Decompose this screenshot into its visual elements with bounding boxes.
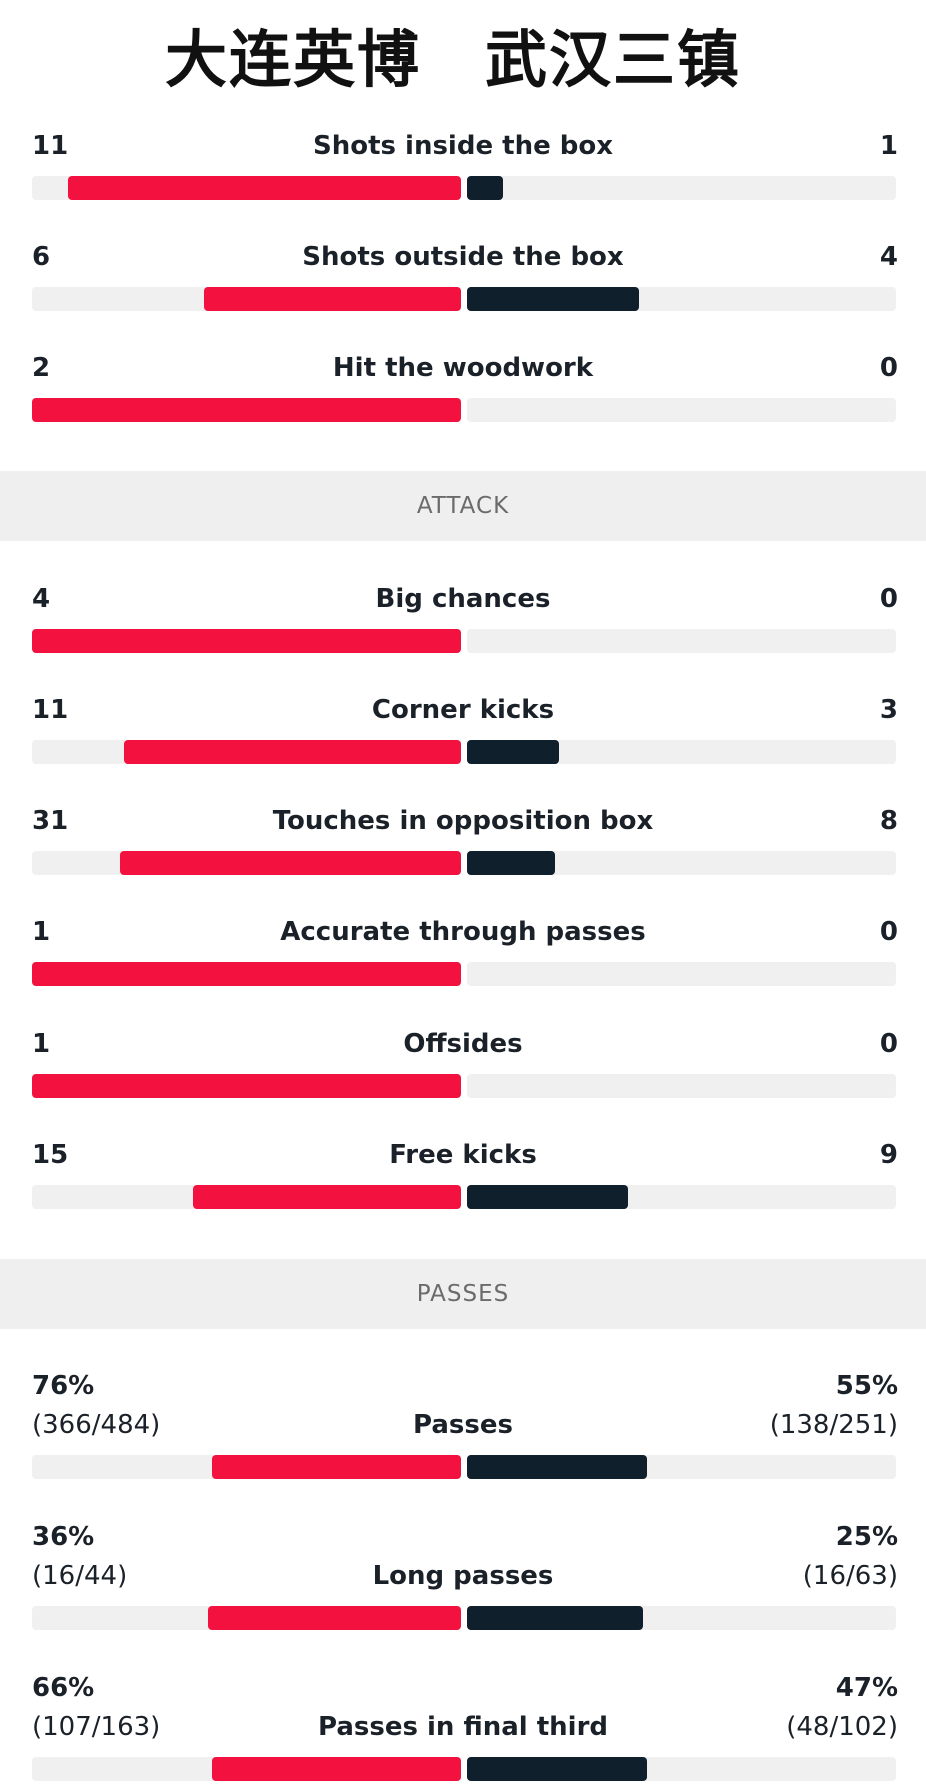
stat-label: Touches in opposition box — [272, 806, 654, 836]
home-value: 6 — [32, 242, 51, 272]
home-bar-track — [32, 629, 461, 653]
away-detail: (16/63) — [802, 1561, 898, 1591]
home-value: 1 — [32, 917, 51, 947]
home-bar-track — [32, 1185, 461, 1209]
home-bar — [32, 629, 461, 653]
home-pct: 76% — [32, 1371, 95, 1401]
home-pct: 36% — [32, 1522, 95, 1552]
home-bar-track — [32, 176, 461, 200]
away-bar-track — [467, 1606, 896, 1630]
away-value: 0 — [879, 917, 898, 947]
away-bar — [467, 176, 503, 200]
home-bar — [68, 176, 461, 200]
away-bar-track — [467, 398, 896, 422]
stat-label: Passes — [413, 1410, 513, 1440]
stat-label: Big chances — [375, 584, 551, 614]
stat-label: Free kicks — [389, 1140, 537, 1170]
home-bar-track — [32, 1757, 461, 1781]
away-bar — [467, 1606, 643, 1630]
home-value: 1 — [32, 1029, 51, 1059]
home-bar — [212, 1757, 461, 1781]
home-bar — [212, 1455, 461, 1479]
home-bar — [204, 287, 461, 311]
stat-label: Hit the woodwork — [332, 353, 594, 383]
home-detail: (107/163) — [32, 1712, 161, 1742]
away-detail: (48/102) — [786, 1712, 898, 1742]
away-value: 0 — [879, 1029, 898, 1059]
home-bar — [208, 1606, 461, 1630]
away-pct: 55% — [835, 1371, 898, 1401]
stat-label: Accurate through passes — [280, 917, 646, 947]
stat-label: Offsides — [403, 1029, 523, 1059]
away-value: 0 — [879, 353, 898, 383]
away-value: 9 — [879, 1140, 898, 1170]
away-bar-track — [467, 1455, 896, 1479]
away-pct: 47% — [835, 1673, 898, 1703]
home-value: 31 — [32, 806, 69, 836]
home-bar-track — [32, 1606, 461, 1630]
home-bar-track — [32, 287, 461, 311]
home-bar-track — [32, 398, 461, 422]
stat-label: Shots outside the box — [302, 242, 624, 272]
away-bar-track — [467, 1185, 896, 1209]
home-team-name: 大连英博 — [165, 23, 422, 96]
home-bar — [32, 1074, 461, 1098]
away-value: 8 — [879, 806, 898, 836]
home-bar-track — [32, 1074, 461, 1098]
home-value: 2 — [32, 353, 51, 383]
home-detail: (366/484) — [32, 1410, 161, 1440]
stat-label: Shots inside the box — [312, 131, 614, 161]
home-bar — [32, 398, 461, 422]
section-header-attack: ATTACK — [0, 471, 926, 541]
home-value: 11 — [32, 131, 69, 161]
home-bar — [120, 851, 461, 875]
away-bar-track — [467, 176, 896, 200]
home-bar-track — [32, 851, 461, 875]
away-bar-track — [467, 740, 896, 764]
away-bar-track — [467, 1074, 896, 1098]
section-header-passes: PASSES — [0, 1259, 926, 1329]
home-pct: 66% — [32, 1673, 95, 1703]
away-bar — [467, 740, 559, 764]
away-value: 1 — [879, 131, 898, 161]
home-bar-track — [32, 740, 461, 764]
away-value: 0 — [879, 584, 898, 614]
away-bar — [467, 1185, 628, 1209]
home-bar-track — [32, 1455, 461, 1479]
away-bar-track — [467, 851, 896, 875]
away-bar — [467, 1757, 647, 1781]
away-bar — [467, 287, 639, 311]
away-value: 3 — [879, 695, 898, 725]
home-bar — [193, 1185, 461, 1209]
away-bar-track — [467, 287, 896, 311]
away-bar-track — [467, 1757, 896, 1781]
away-bar — [467, 1455, 647, 1479]
away-value: 4 — [879, 242, 898, 272]
match-header: 大连英博 武汉三镇 — [0, 20, 926, 100]
stat-label: Long passes — [372, 1561, 554, 1591]
away-detail: (138/251) — [769, 1410, 898, 1440]
home-detail: (16/44) — [32, 1561, 128, 1591]
home-value: 4 — [32, 584, 51, 614]
away-bar-track — [467, 629, 896, 653]
away-bar — [467, 851, 555, 875]
home-value: 15 — [32, 1140, 69, 1170]
away-pct: 25% — [835, 1522, 898, 1552]
home-value: 11 — [32, 695, 69, 725]
away-team-name: 武汉三镇 — [485, 23, 742, 96]
away-bar-track — [467, 962, 896, 986]
home-bar-track — [32, 962, 461, 986]
stat-label: Corner kicks — [371, 695, 555, 725]
home-bar — [124, 740, 461, 764]
home-bar — [32, 962, 461, 986]
stat-label: Passes in final third — [317, 1712, 609, 1742]
